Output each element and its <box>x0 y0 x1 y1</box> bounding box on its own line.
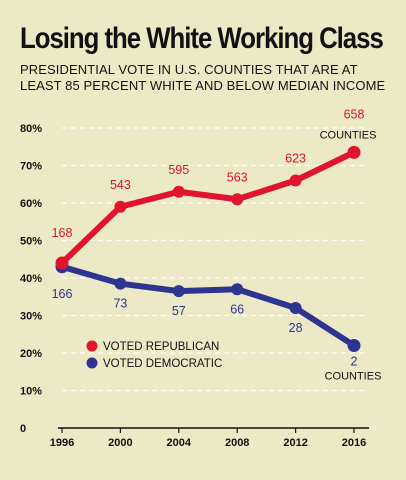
series-line-republican <box>59 149 357 266</box>
democratic-point <box>231 283 244 296</box>
republican-data-label: 595 <box>168 163 189 177</box>
republican-end-label: COUNTIES <box>320 129 377 141</box>
republican-point <box>231 193 244 206</box>
democratic-data-label: 57 <box>172 304 186 318</box>
y-tick-label: 80% <box>20 123 42 135</box>
democratic-data-label: 166 <box>52 287 73 301</box>
democratic-data-label: 2 <box>351 355 358 369</box>
y-tick-label: 30% <box>20 311 42 323</box>
x-tick-label: 2008 <box>225 437 249 449</box>
democratic-end-label: COUNTIES <box>325 371 382 383</box>
democratic-data-label: 73 <box>113 297 127 311</box>
republican-data-label: 543 <box>110 178 131 192</box>
republican-point <box>289 174 302 187</box>
y-tick-label: 10% <box>20 386 42 398</box>
legend-swatch-democratic <box>86 357 98 369</box>
x-tick-label: 2016 <box>342 437 366 449</box>
democratic-point <box>172 285 185 298</box>
democratic-data-label: 28 <box>289 321 303 335</box>
y-tick-label: 50% <box>20 236 42 248</box>
x-tick-label: 2004 <box>167 437 192 449</box>
chart-title: Losing the White Working Class <box>20 22 384 55</box>
republican-data-label: 563 <box>227 170 248 184</box>
x-tick-label: 2012 <box>283 437 307 449</box>
republican-point <box>55 256 69 270</box>
legend-swatch-republican <box>86 340 98 352</box>
democratic-point <box>114 277 127 290</box>
republican-data-label: 658 <box>344 107 365 121</box>
republican-data-label: 168 <box>52 226 73 240</box>
y-tick-label: 70% <box>20 161 42 173</box>
republican-point <box>347 145 361 159</box>
y-tick-label: 40% <box>20 273 42 285</box>
legend-label-republican: VOTED REPUBLICAN <box>103 341 219 353</box>
republican-point <box>114 200 127 213</box>
y-tick-label: 20% <box>20 348 42 360</box>
democratic-point <box>347 339 361 352</box>
chart-subtitle: PRESIDENTIAL VOTE IN U.S. COUNTIES THAT … <box>20 62 386 93</box>
series-line-democratic <box>59 263 357 349</box>
republican-data-label: 623 <box>285 152 306 166</box>
democratic-data-label: 66 <box>230 302 244 316</box>
y-tick-label: 0 <box>20 423 26 435</box>
democratic-point <box>289 302 302 314</box>
y-tick-label: 60% <box>20 198 42 210</box>
x-tick-label: 1996 <box>50 437 74 449</box>
legend-label-democratic: VOTED DEMOCRATIC <box>103 358 222 370</box>
republican-point <box>172 185 185 198</box>
x-tick-label: 2000 <box>108 437 132 449</box>
